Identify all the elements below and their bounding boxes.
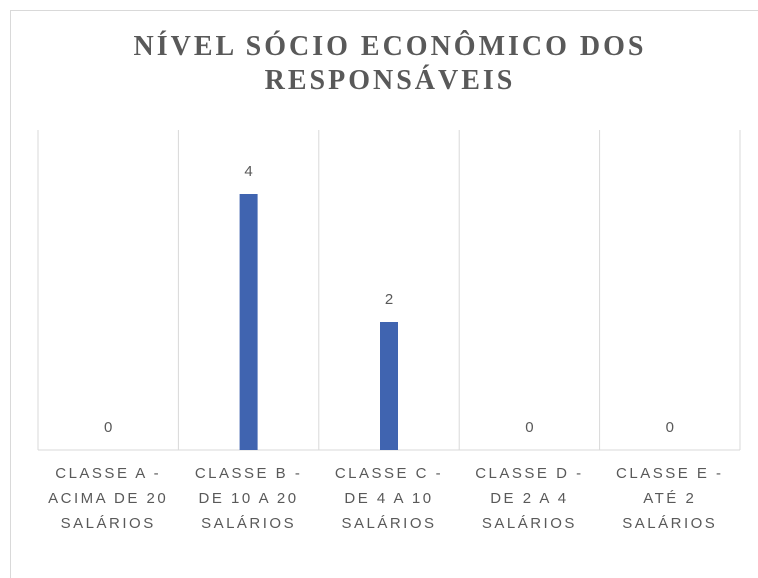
- data-label: 4: [244, 163, 252, 180]
- x-tick-label: CLASSE E - ATÉ 2 SALÁRIOS: [616, 465, 724, 532]
- data-label: 0: [666, 419, 674, 436]
- data-label: 2: [385, 291, 393, 308]
- data-label: 0: [525, 419, 533, 436]
- x-tick-label: CLASSE B - DE 10 A 20 SALÁRIOS: [194, 465, 303, 532]
- chart-title: NÍVEL SÓCIO ECONÔMICO DOS RESPONSÁVEIS: [133, 31, 647, 96]
- x-tick-label: CLASSE D - DE 2 A 4 SALÁRIOS: [475, 465, 584, 532]
- x-tick-label: CLASSE A - ACIMA DE 20 SALÁRIOS: [48, 465, 169, 532]
- x-tick-label: CLASSE C - DE 4 A 10 SALÁRIOS: [334, 465, 444, 532]
- data-label: 0: [104, 419, 112, 436]
- chart-border: [10, 10, 758, 578]
- bar: [239, 194, 258, 450]
- bar: [380, 322, 398, 450]
